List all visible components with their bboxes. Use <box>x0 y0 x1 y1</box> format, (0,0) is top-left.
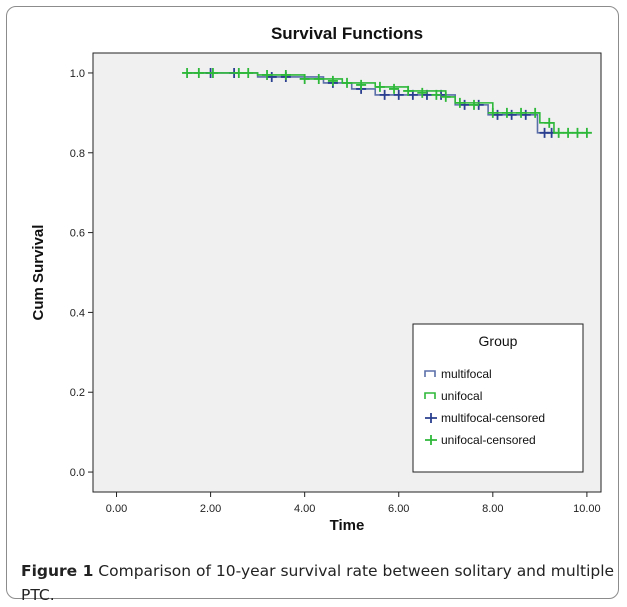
x-axis-label: Time <box>330 517 365 534</box>
censor-mark-multifocal <box>393 89 404 100</box>
legend-entry: unifocal-censored <box>441 433 536 447</box>
censor-mark-unifocal <box>454 97 465 108</box>
y-tick-label: 0.2 <box>70 387 85 399</box>
figure-caption: Figure 1 Comparison of 10-year survival … <box>21 559 621 607</box>
censor-mark-unifocal <box>193 67 204 78</box>
censor-mark-unifocal <box>516 107 527 118</box>
censor-mark-unifocal <box>356 79 367 90</box>
censor-mark-multifocal <box>459 99 470 110</box>
censor-mark-unifocal <box>431 89 442 100</box>
y-tick-label: 0.8 <box>70 148 85 160</box>
censor-mark-multifocal <box>492 109 503 120</box>
censor-mark-unifocal <box>563 127 574 138</box>
y-tick-label: 1.0 <box>70 68 85 80</box>
legend-entry: multifocal <box>441 367 492 381</box>
x-tick-label: 6.00 <box>388 503 409 515</box>
legend-swatch <box>425 435 437 445</box>
caption-label: Figure 1 <box>21 562 94 580</box>
y-tick-label: 0.0 <box>70 467 85 479</box>
legend-title: Group <box>479 333 518 349</box>
x-tick-label: 4.00 <box>294 503 315 515</box>
censor-mark-unifocal <box>182 67 193 78</box>
y-tick-label: 0.4 <box>70 307 85 319</box>
censor-mark-unifocal <box>440 91 451 102</box>
censor-mark-unifocal <box>487 107 498 118</box>
censor-mark-unifocal <box>572 127 583 138</box>
censor-mark-unifocal <box>262 69 273 80</box>
censor-mark-unifocal <box>280 69 291 80</box>
censor-mark-multifocal <box>266 71 277 82</box>
legend-box <box>412 323 584 473</box>
censor-mark-unifocal <box>342 77 352 88</box>
x-tick-label: 0.00 <box>106 503 127 515</box>
chart-title: Survival Functions <box>271 24 423 43</box>
censor-mark-unifocal <box>207 67 218 78</box>
censor-mark-unifocal <box>299 73 310 84</box>
censor-mark-multifocal <box>379 89 390 100</box>
legend-swatch <box>425 413 437 423</box>
censor-mark-unifocal <box>233 67 244 78</box>
censor-mark-unifocal <box>327 75 338 86</box>
legend-swatch <box>424 370 436 377</box>
censor-mark-unifocal <box>417 87 428 98</box>
censor-mark-unifocal <box>374 81 385 92</box>
censor-mark-multifocal <box>520 109 531 120</box>
caption-text: Comparison of 10-year survival rate betw… <box>21 562 615 604</box>
censor-mark-unifocal <box>581 127 592 138</box>
x-tick-label: 8.00 <box>482 503 503 515</box>
censor-mark-multifocal <box>506 109 517 120</box>
y-tick-label: 0.6 <box>70 228 85 240</box>
censor-mark-unifocal <box>530 107 541 118</box>
censor-mark-unifocal <box>544 117 555 128</box>
censor-mark-unifocal <box>553 127 564 138</box>
censor-mark-unifocal <box>313 73 324 84</box>
survival-chart: Survival Functions 0.0 0.2 0.4 0.6 0.8 1.0 0.00… <box>30 24 602 534</box>
censor-mark-unifocal <box>469 99 479 110</box>
x-tick-label: 10.00 <box>573 503 601 515</box>
censor-mark-unifocal <box>243 67 254 78</box>
legend-entry: unifocal <box>441 389 482 403</box>
legend-swatch <box>424 392 436 399</box>
figure-frame: Survival Functions 0.0 0.2 0.4 0.6 0.8 1.0 0.00… <box>6 6 619 604</box>
censor-mark-unifocal <box>389 83 400 94</box>
y-axis-label: Cum Survival <box>30 225 47 321</box>
censor-mark-unifocal <box>501 107 512 118</box>
legend-entry: multifocal-censored <box>441 411 545 425</box>
x-tick-label: 2.00 <box>200 503 221 515</box>
censor-mark-unifocal <box>403 85 414 96</box>
